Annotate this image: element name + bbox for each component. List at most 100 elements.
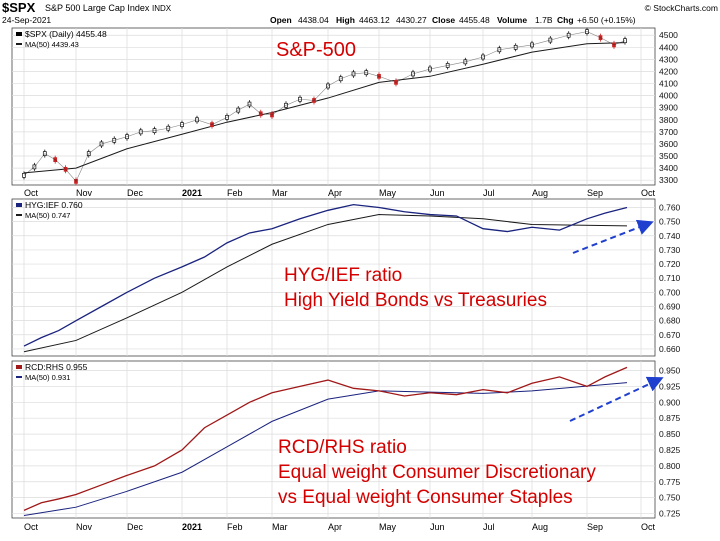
header-name: S&P 500 Large Cap Index	[45, 3, 150, 13]
y-tick-label: 0.710	[659, 273, 681, 283]
x-tick-label: Feb	[227, 188, 243, 198]
x-tick-label: Mar	[272, 522, 288, 532]
header-date: 24-Sep-2021	[2, 15, 51, 25]
y-tick-label: 4500	[659, 30, 678, 40]
panel-frame	[11, 27, 656, 186]
header-ohlc-1: 4438.04	[298, 15, 329, 25]
trend-arrow-rcd-rhs	[569, 376, 664, 422]
chart-panel-3: 0.725 0.750 0.775 0.800 0.825 0.850 0.875 0.900…	[11, 360, 681, 532]
y-tick-label: 0.875	[659, 413, 681, 423]
header-ohlc-4: 4430.27	[396, 15, 427, 25]
x-tick-label: Dec	[127, 522, 144, 532]
y-tick-label: 0.800	[659, 461, 681, 471]
x-tick-label: Jun	[430, 522, 445, 532]
x-tick-label: Jun	[430, 188, 445, 198]
header-ohlc-8: 1.7B	[535, 15, 553, 25]
annotation-hyg-ief: High Yield Bonds vs Treasuries	[284, 290, 547, 311]
y-tick-label: 0.950	[659, 366, 681, 376]
y-tick-label: 4000	[659, 91, 678, 101]
y-tick-label: 4200	[659, 66, 678, 76]
x-tick-label: Apr	[328, 522, 342, 532]
legend-series: $SPX (Daily) 4455.48	[25, 29, 107, 39]
legend-ma-swatch	[16, 214, 22, 216]
legend-series: RCD:RHS 0.955	[25, 362, 88, 372]
header-ohlc-3: 4463.12	[359, 15, 390, 25]
y-tick-label: 4100	[659, 79, 678, 89]
header-ohlc-9: Chg	[557, 15, 574, 25]
ma-line	[23, 214, 628, 353]
legend-swatch	[16, 32, 22, 36]
header-ohlc-7: Volume	[497, 15, 527, 25]
y-tick-label: 0.775	[659, 477, 681, 487]
x-tick-label: Oct	[641, 188, 656, 198]
y-tick-label: 0.740	[659, 231, 681, 241]
y-tick-label: 0.925	[659, 381, 681, 391]
y-tick-label: 0.700	[659, 287, 681, 297]
x-tick-label: May	[379, 522, 397, 532]
y-tick-label: 0.670	[659, 330, 681, 340]
x-tick-label: Sep	[587, 522, 603, 532]
y-tick-label: 3400	[659, 163, 678, 173]
y-tick-label: 0.730	[659, 245, 681, 255]
y-tick-label: 3700	[659, 127, 678, 137]
legend-swatch	[16, 203, 22, 207]
x-tick-label: Oct	[641, 522, 656, 532]
x-tick-label: Oct	[24, 188, 39, 198]
annotation-rcd-rhs: RCD/RHS ratio	[278, 437, 407, 458]
legend-ma-swatch	[16, 43, 22, 45]
annotation-rcd-rhs: Equal weight Consumer Discretionary	[278, 462, 596, 483]
y-tick-label: 0.750	[659, 493, 681, 503]
legend-ma-swatch	[16, 376, 22, 378]
y-tick-label: 0.680	[659, 316, 681, 326]
x-tick-label: Feb	[227, 522, 243, 532]
annotation-hyg-ief: HYG/IEF ratio	[284, 265, 402, 286]
x-tick-label: Nov	[76, 522, 93, 532]
y-tick-label: 0.660	[659, 344, 681, 354]
panel-frame	[11, 360, 656, 519]
y-tick-label: 0.825	[659, 445, 681, 455]
y-tick-label: 0.900	[659, 397, 681, 407]
legend-ma: MA(50) 0.931	[25, 373, 70, 382]
legend-ma: MA(50) 4439.43	[25, 40, 79, 49]
price-path	[23, 31, 626, 182]
header-copyright: © StockCharts.com	[645, 3, 718, 13]
ma-line	[23, 382, 628, 516]
x-tick-label: Aug	[532, 188, 548, 198]
chart-panel-2: 0.660 0.670 0.680 0.690 0.700 0.710 0.720 0.730…	[11, 198, 681, 357]
header-exchange: INDX	[152, 4, 172, 13]
ratio-line	[23, 203, 628, 347]
x-tick-label: Aug	[532, 522, 548, 532]
x-tick-label: Sep	[587, 188, 603, 198]
chart-panel-1: 3300 3400 3500 3600 3700 3800 3900 4000 4100 4200…	[11, 27, 678, 198]
y-tick-label: 3300	[659, 175, 678, 185]
annotation-sp500: S&P-500	[276, 39, 356, 61]
y-tick-label: 0.725	[659, 509, 681, 519]
y-tick-label: 0.720	[659, 259, 681, 269]
legend-series: HYG:IEF 0.760	[25, 200, 83, 210]
y-tick-label: 0.760	[659, 202, 681, 212]
header-ohlc-10: +6.50 (+0.15%)	[577, 15, 636, 25]
x-tick-label: Apr	[328, 188, 342, 198]
x-tick-label: Dec	[127, 188, 144, 198]
x-tick-label: May	[379, 188, 397, 198]
ma-line	[23, 42, 626, 174]
y-tick-label: 0.850	[659, 429, 681, 439]
y-tick-label: 4400	[659, 42, 678, 52]
y-tick-label: 3600	[659, 139, 678, 149]
x-tick-label: Oct	[24, 522, 39, 532]
ratio-line	[23, 366, 628, 511]
x-tick-label: 2021	[182, 188, 202, 198]
header-ohlc-0: Open	[270, 15, 292, 25]
y-tick-label: 3900	[659, 103, 678, 113]
x-tick-label: 2021	[182, 522, 202, 532]
x-tick-label: Jul	[483, 522, 495, 532]
header-ticker: $SPX	[2, 0, 36, 15]
legend-ma: MA(50) 0.747	[25, 211, 70, 220]
x-tick-label: Jul	[483, 188, 495, 198]
header-ohlc-5: Close	[432, 15, 455, 25]
x-tick-label: Nov	[76, 188, 93, 198]
legend-swatch	[16, 365, 22, 369]
y-tick-label: 4300	[659, 54, 678, 64]
